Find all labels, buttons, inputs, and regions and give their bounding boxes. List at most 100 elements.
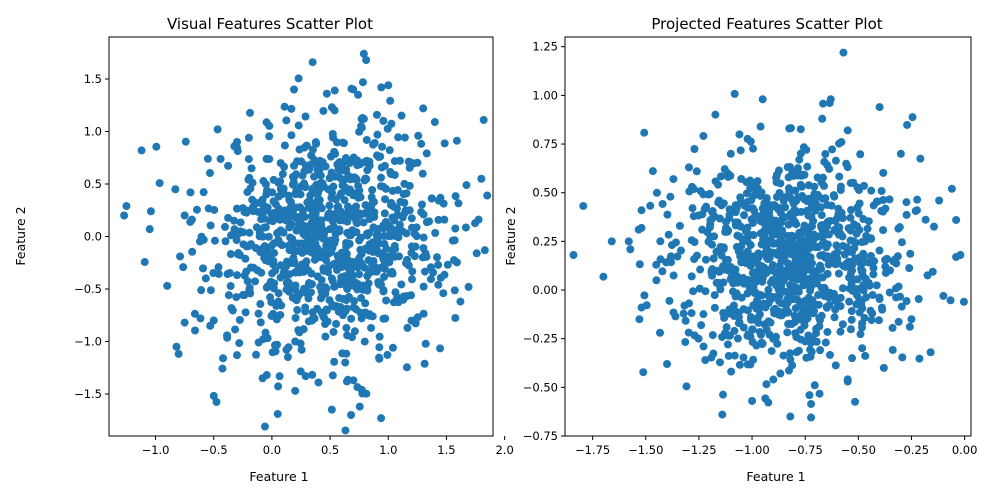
scatter-points: [120, 49, 492, 435]
scatter-point: [260, 422, 269, 431]
scatter-point: [362, 209, 371, 218]
scatter-point: [885, 195, 894, 204]
scatter-point: [425, 217, 434, 226]
scatter-point: [843, 375, 852, 384]
scatter-point: [745, 283, 754, 292]
scatter-point: [359, 218, 368, 227]
scatter-point: [256, 318, 265, 327]
scatter-point: [902, 210, 911, 219]
scatter-point: [367, 265, 376, 274]
scatter-point: [758, 277, 767, 286]
scatter-point: [388, 343, 397, 352]
scatter-point: [755, 251, 764, 260]
scatter-point: [392, 204, 401, 213]
scatter-point: [881, 262, 890, 271]
scatter-point: [274, 382, 283, 391]
scatter-point: [394, 133, 403, 142]
scatter-point: [755, 303, 764, 312]
scatter-point: [699, 190, 708, 199]
scatter-point: [321, 332, 330, 341]
scatter-point: [866, 234, 875, 243]
scatter-point: [692, 167, 701, 176]
y-tick-label: 0.0: [84, 230, 102, 244]
scatter-point: [287, 104, 296, 113]
scatter-point: [821, 150, 830, 159]
scatter-point: [312, 139, 321, 148]
scatter-point: [854, 285, 863, 294]
scatter-point: [747, 315, 756, 324]
scatter-point: [723, 169, 732, 178]
scatter-point: [372, 110, 381, 119]
scatter-point: [152, 142, 161, 151]
scatter-point: [301, 183, 310, 192]
scatter-point: [381, 195, 390, 204]
scatter-point: [250, 277, 259, 286]
scatter-point: [419, 309, 428, 318]
scatter-point: [739, 273, 748, 282]
scatter-point: [698, 225, 707, 234]
scatter-point: [407, 275, 416, 284]
scatter-point: [852, 222, 861, 231]
scatter-point: [206, 286, 215, 295]
scatter-point: [356, 193, 365, 202]
scatter-point: [795, 155, 804, 164]
scatter-point: [685, 187, 694, 196]
scatter-point: [797, 315, 806, 324]
scatter-point: [304, 288, 313, 297]
scatter-point: [316, 233, 325, 242]
scatter-point: [231, 325, 240, 334]
scatter-point: [673, 252, 682, 261]
scatter-point: [607, 237, 616, 246]
scatter-point: [810, 381, 819, 390]
scatter-point: [354, 90, 363, 99]
scatter-point: [652, 260, 661, 269]
scatter-point: [288, 293, 297, 302]
scatter-point: [879, 168, 888, 177]
scatter-point: [710, 303, 719, 312]
scatter-point: [756, 330, 765, 339]
scatter-point: [688, 204, 697, 213]
scatter-point: [290, 161, 299, 170]
scatter-point: [895, 223, 904, 232]
scatter-point: [443, 260, 452, 269]
scatter-point: [929, 222, 938, 231]
scatter-point: [332, 209, 341, 218]
scatter-point: [814, 265, 823, 274]
scatter-point: [407, 248, 416, 257]
scatter-point: [226, 250, 235, 259]
scatter-point: [690, 331, 699, 340]
scatter-point: [834, 204, 843, 213]
scatter-point: [791, 256, 800, 265]
scatter-point: [757, 338, 766, 347]
scatter-point: [330, 282, 339, 291]
scatter-point: [253, 266, 262, 275]
scatter-point: [212, 397, 221, 406]
scatter-point: [642, 301, 651, 310]
scatter-point: [448, 236, 457, 245]
scatter-point: [718, 332, 727, 341]
scatter-point: [223, 333, 232, 342]
scatter-point: [176, 252, 185, 261]
scatter-point: [599, 272, 608, 281]
scatter-point: [421, 249, 430, 258]
scatter-point: [276, 177, 285, 186]
scatter-point: [201, 274, 210, 283]
scatter-point: [365, 215, 374, 224]
scatter-point: [915, 354, 924, 363]
scatter-point: [875, 246, 884, 255]
scatter-point: [669, 175, 678, 184]
scatter-point: [853, 203, 862, 212]
scatter-point: [725, 331, 734, 340]
scatter-point: [341, 426, 350, 435]
scatter-point: [243, 188, 252, 197]
scatter-point: [226, 282, 235, 291]
scatter-point: [813, 274, 822, 283]
scatter-point: [818, 194, 827, 203]
scatter-point: [838, 241, 847, 250]
scatter-point: [879, 226, 888, 235]
scatter-point: [232, 293, 241, 302]
scatter-point: [344, 263, 353, 272]
scatter-point: [172, 342, 181, 351]
scatter-point: [774, 285, 783, 294]
scatter-point: [709, 254, 718, 263]
